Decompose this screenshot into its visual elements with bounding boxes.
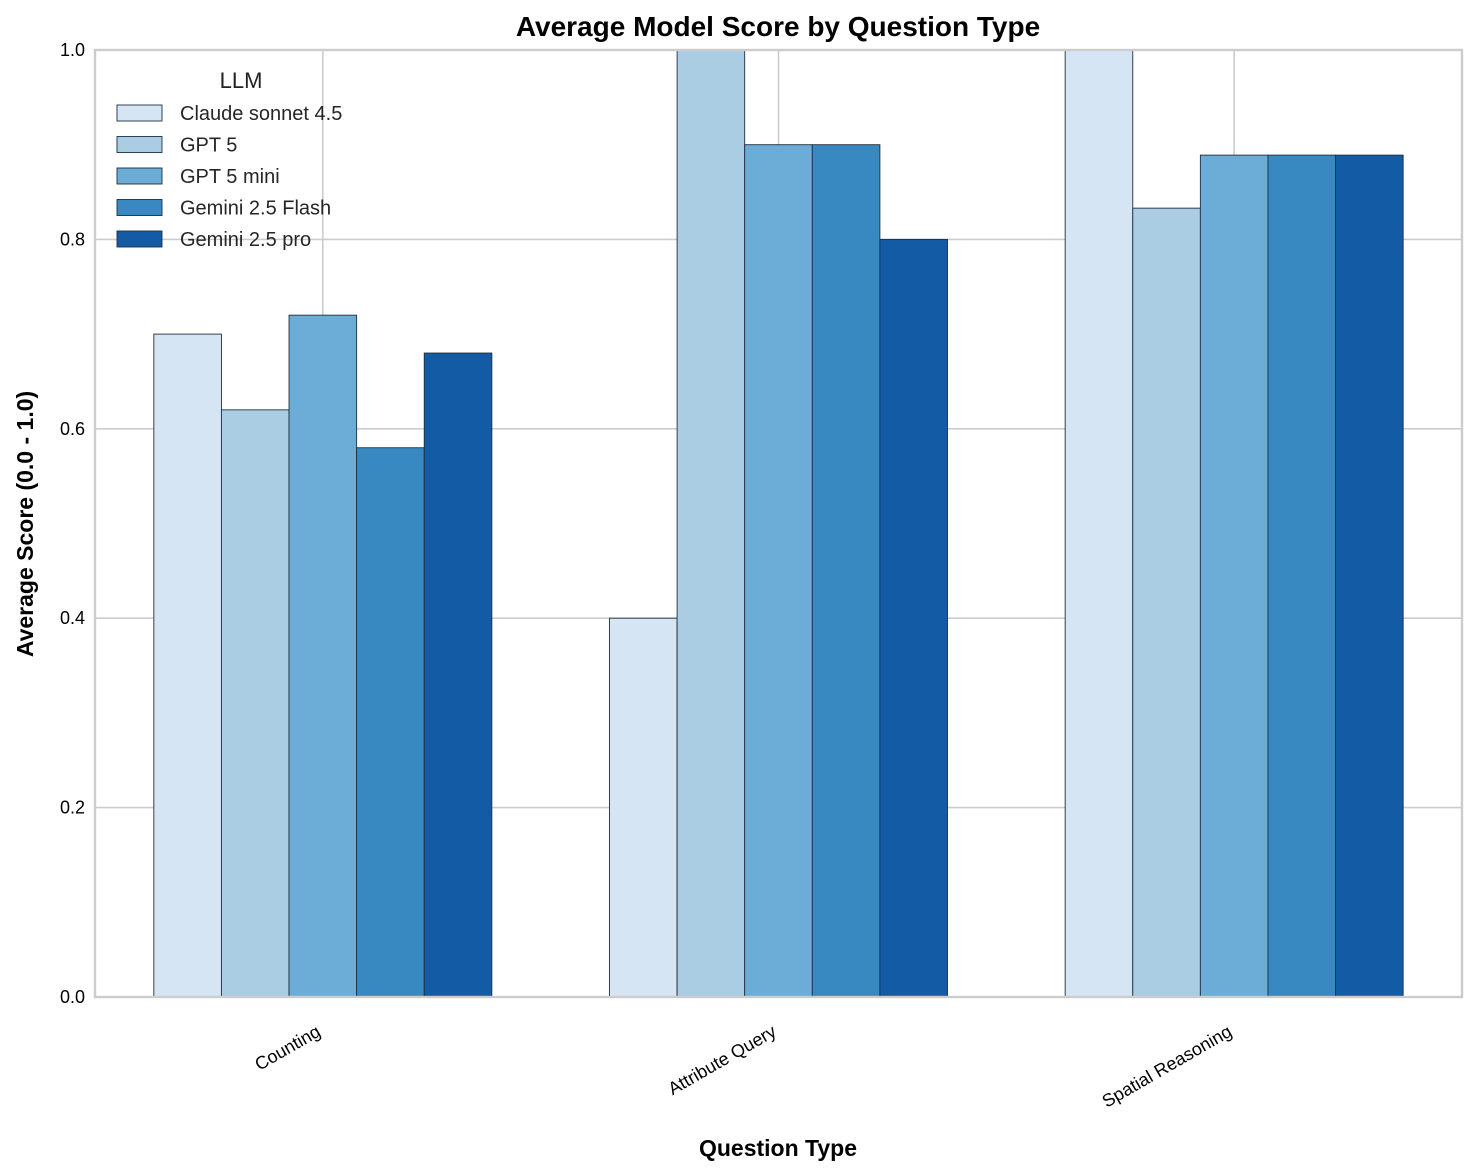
bars [153,49,1404,998]
chart-title: Average Model Score by Question Type [516,11,1040,42]
y-tick-label: 0.0 [60,987,85,1007]
bar [1199,154,1269,998]
y-tick-label: 0.6 [60,419,85,439]
bar [288,314,358,998]
bar [879,238,948,998]
y-tick-label: 1.0 [60,40,85,60]
legend-swatch [116,104,163,122]
bar [744,144,813,998]
bar [423,352,493,998]
bar [609,617,678,998]
legend-entry-label: Claude sonnet 4.5 [180,103,342,125]
bar [220,409,290,998]
bar [676,49,746,998]
x-axis-label: Question Type [699,1135,857,1161]
bar [811,144,881,998]
legend: LLM Claude sonnet 4.5 GPT 5 GPT 5 mini Gemi… [116,68,342,251]
y-axis-label: Average Score (0.0 - 1.0) [12,391,38,657]
y-tick-label: 0.8 [60,229,85,249]
bar [1064,49,1134,998]
y-tick-label: 0.4 [60,608,85,628]
legend-swatch [116,136,163,153]
legend-entry-label: GPT 5 [180,135,237,157]
bar [153,333,222,998]
legend-title: LLM [220,68,263,93]
legend-entry-label: Gemini 2.5 pro [180,229,311,251]
legend-swatch [116,167,163,185]
y-axis-ticks: 0.0 0.2 0.4 0.6 0.8 1.0 [60,40,85,1007]
bar [1267,154,1337,998]
bar [356,447,425,998]
plot-frame [93,48,1464,999]
y-tick-label: 0.2 [60,798,85,818]
bar [1132,207,1201,998]
legend-entry-label: Gemini 2.5 Flash [180,198,331,220]
legend-swatch [116,199,163,216]
bar [1335,154,1404,998]
legend-entry-label: GPT 5 mini [180,166,280,188]
legend-swatch [116,230,163,248]
